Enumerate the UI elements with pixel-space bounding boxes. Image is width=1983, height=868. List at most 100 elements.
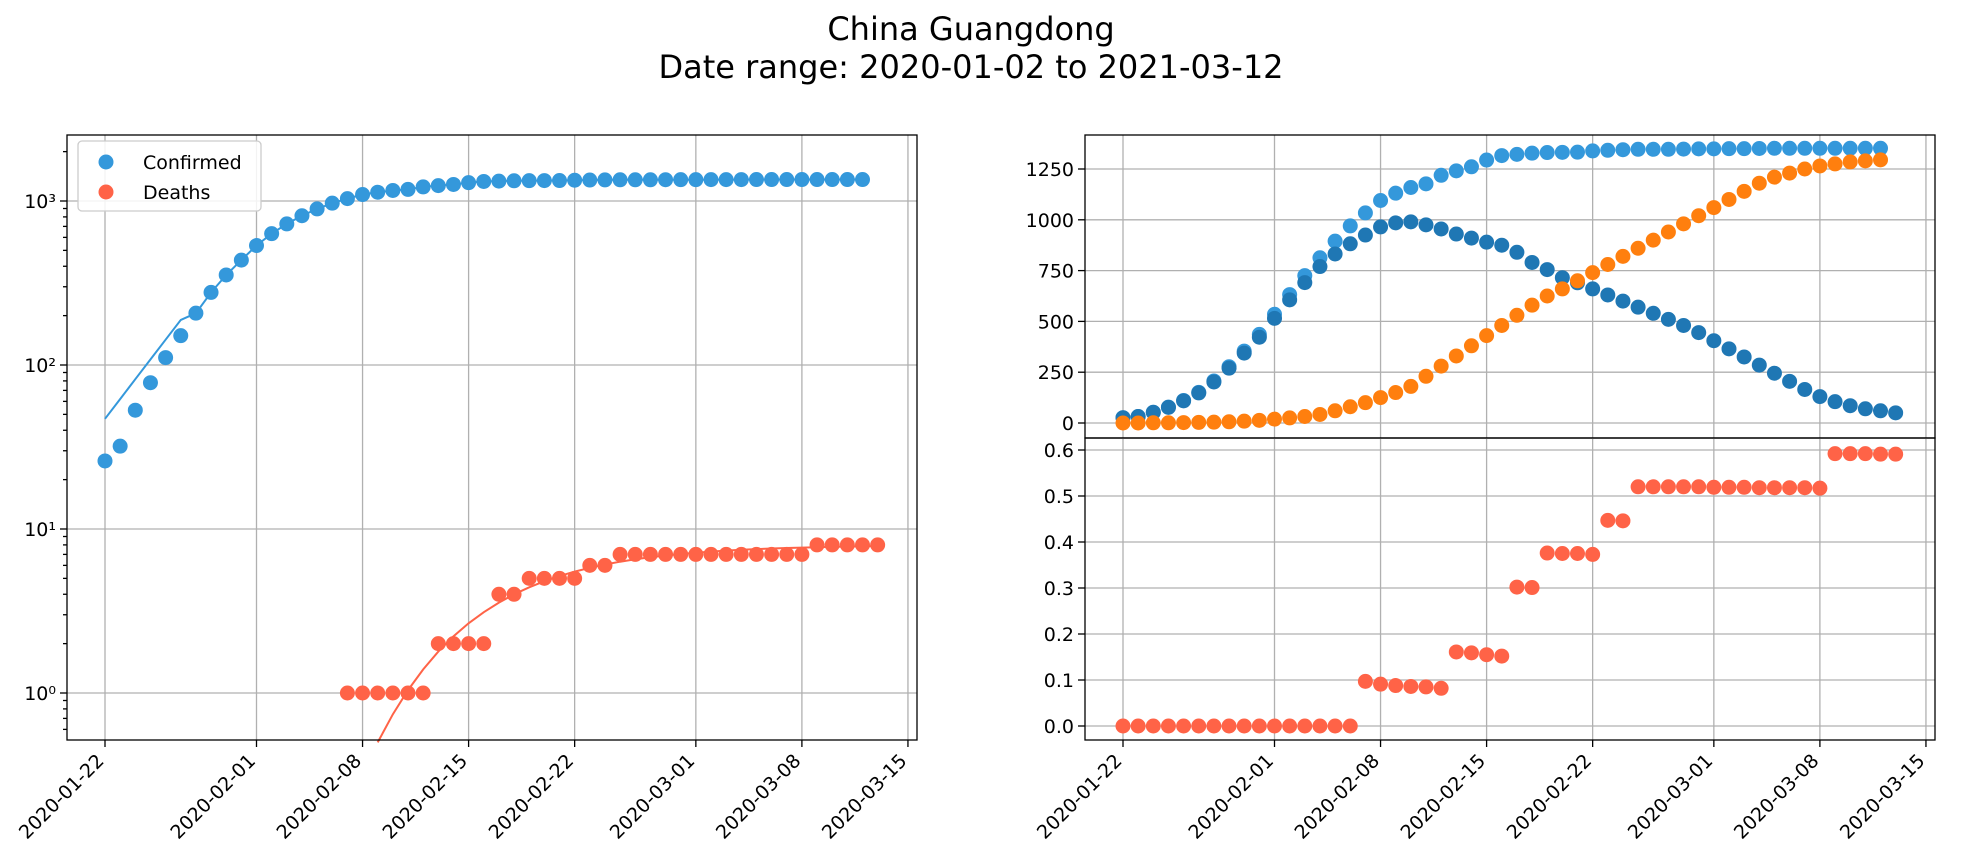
deaths-point [718, 546, 734, 562]
recovered-point [1751, 175, 1767, 191]
confirmed-point [142, 375, 158, 391]
recovered-point [1221, 414, 1237, 430]
deaths-point [491, 586, 507, 602]
ratio-point [1236, 718, 1252, 734]
deaths-point [476, 636, 492, 652]
recovered-point [1873, 152, 1888, 168]
confirmed-point [839, 172, 855, 188]
confirmed-point [112, 438, 128, 454]
ratio-point [1115, 718, 1131, 734]
confirmed-point [582, 172, 598, 188]
confirmed-point [1448, 163, 1464, 179]
recovered-point [1388, 385, 1404, 401]
ratio-point [1797, 480, 1813, 496]
confirmed-point [385, 182, 401, 198]
deaths-point [764, 546, 780, 562]
deaths-point [688, 546, 704, 562]
recovered-point [1782, 165, 1798, 181]
figure-title-line1: China Guangdong [827, 10, 1114, 48]
legend-box [77, 140, 262, 212]
ratio-point [1145, 718, 1161, 734]
figure-title-line2: Date range: 2020-01-02 to 2021-03-12 [658, 48, 1283, 86]
recovered-point [1191, 414, 1207, 430]
active-point [1509, 244, 1525, 260]
confirmed-point [1873, 140, 1888, 156]
confirmed-point [1327, 233, 1343, 249]
x-tick-label: 2020-03-15 [818, 750, 912, 844]
ratio-point [1676, 479, 1692, 495]
ratio-point [1524, 580, 1540, 596]
active-point [1751, 357, 1767, 373]
confirmed-point [1812, 140, 1828, 156]
x-tick-label: 2020-02-22 [485, 750, 579, 844]
active-point [1373, 219, 1389, 235]
confirmed-point [445, 176, 461, 192]
active-point [1782, 373, 1798, 389]
confirmed-point [1782, 140, 1798, 156]
recovered-point [1857, 153, 1873, 169]
confirmed-point [642, 172, 658, 188]
deaths-point [703, 546, 719, 562]
ratio-point [1827, 446, 1843, 462]
x-tick-label: 2020-01-22 [1033, 750, 1127, 844]
confirmed-point [688, 172, 704, 188]
recovered-point [1660, 224, 1676, 240]
ratio-point [1615, 513, 1631, 529]
recovered-point [1342, 399, 1358, 415]
deaths-point [748, 546, 764, 562]
deaths-point [370, 685, 386, 701]
confirmed-point [748, 172, 764, 188]
recovered-point [1267, 411, 1282, 427]
active-point [1857, 401, 1873, 417]
ratio-point [1873, 446, 1888, 462]
confirmed-point [1857, 140, 1873, 156]
confirmed-point [97, 453, 113, 469]
confirmed-point [1509, 146, 1525, 162]
deaths-point [582, 557, 598, 573]
ratio-point [1721, 479, 1737, 495]
active-point [1888, 405, 1904, 421]
confirmed-point [233, 252, 249, 268]
recovered-point [1357, 395, 1373, 411]
deaths-point [430, 636, 446, 652]
deaths-point [627, 546, 643, 562]
active-point [1191, 385, 1207, 401]
confirmed-point [658, 172, 674, 188]
ratio-point [1842, 446, 1858, 462]
confirmed-point [1539, 145, 1555, 161]
ratio-point [1388, 678, 1404, 694]
recovered-point [1585, 265, 1601, 281]
recovered-point [1736, 183, 1752, 199]
confirmed-point [718, 172, 734, 188]
confirmed-point [1388, 185, 1404, 201]
confirmed-point [794, 172, 810, 188]
recovered-point [1297, 408, 1313, 424]
ratio-point [1418, 679, 1434, 695]
ratio-point [1373, 676, 1389, 692]
active-point [1342, 236, 1358, 252]
deaths-point [824, 537, 840, 553]
recovered-point [1706, 200, 1722, 216]
active-point [1630, 299, 1646, 315]
active-point [1812, 389, 1828, 405]
recovered-point [1206, 414, 1222, 430]
ratio-point [1888, 446, 1904, 462]
recovered-point [1509, 307, 1525, 323]
legend-label-confirmed: Confirmed [143, 152, 242, 174]
y-tick-label: 0.4 [1044, 532, 1074, 554]
deaths-point [809, 537, 825, 553]
legend: Confirmed Deaths [77, 140, 262, 212]
ratio-point [1766, 480, 1782, 496]
confirmed-point [1357, 205, 1373, 221]
x-tick-label: 2020-01-22 [15, 750, 109, 844]
active-point [1327, 246, 1343, 262]
ratio-point [1645, 479, 1661, 495]
confirmed-point [491, 173, 507, 189]
confirmed-point [1373, 192, 1389, 208]
deaths-point [612, 546, 628, 562]
active-point [1206, 374, 1222, 390]
confirmed-point [1403, 179, 1419, 195]
active-point [1842, 398, 1858, 414]
confirmed-point [1766, 140, 1782, 156]
